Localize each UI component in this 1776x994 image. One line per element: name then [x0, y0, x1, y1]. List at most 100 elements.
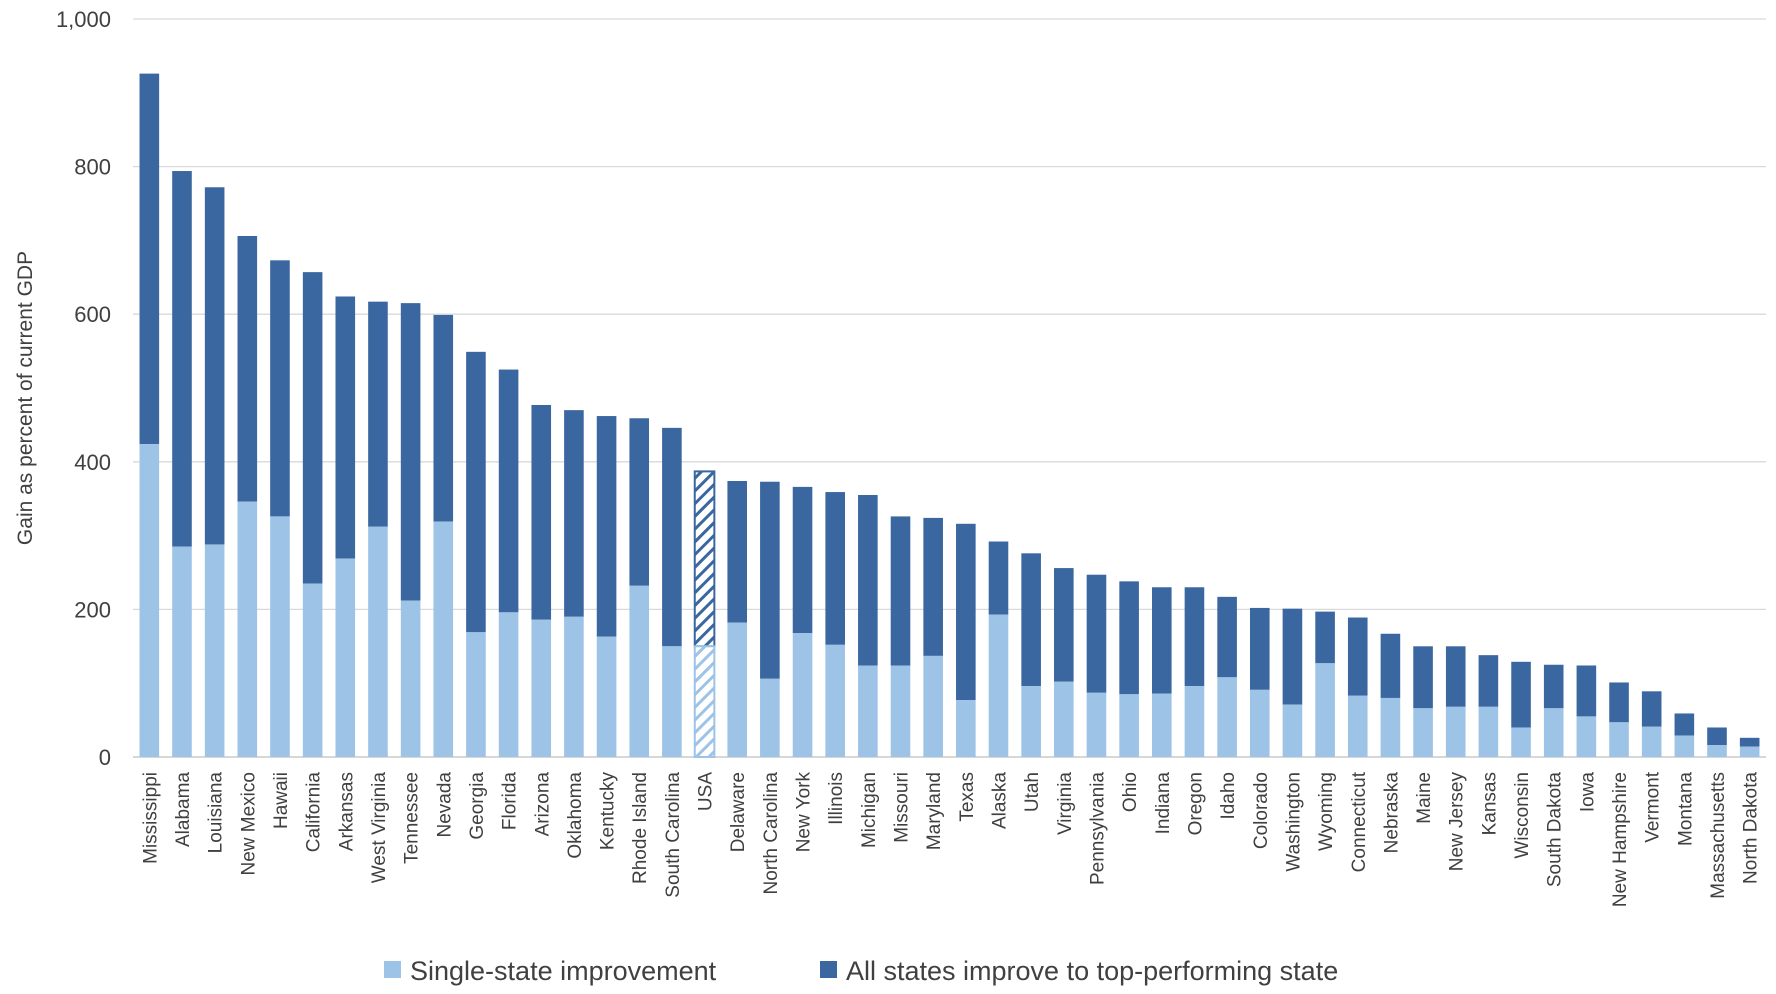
bar-single-state-hawaii	[270, 516, 290, 757]
bar-all-states-arkansas	[335, 296, 356, 559]
bar-single-state-colorado	[1249, 689, 1270, 757]
x-tick-label-georgia: Georgia	[467, 772, 488, 840]
bar-single-state-nebraska	[1380, 697, 1401, 757]
bar-single-state-connecticut	[1347, 695, 1368, 757]
x-tick-label-oklahoma: Oklahoma	[565, 772, 586, 859]
bar-all-states-north-carolina	[760, 481, 780, 679]
x-tick-label-iowa: Iowa	[1577, 772, 1598, 813]
bar-single-state-ohio	[1119, 694, 1139, 757]
bar-all-states-arizona	[531, 404, 552, 620]
bar-all-states-louisiana	[204, 187, 225, 545]
bar-single-state-arkansas	[335, 558, 356, 757]
bar-all-states-ohio	[1119, 581, 1139, 695]
x-tick-label-alaska: Alaska	[989, 772, 1010, 829]
bar-all-states-massachusetts	[1707, 727, 1727, 746]
bar-all-states-california	[302, 272, 323, 584]
bar-all-states-alaska	[988, 541, 1009, 615]
x-tick-label-wisconsin: Wisconsin	[1512, 772, 1533, 859]
x-tick-label-california: California	[304, 772, 325, 853]
y-tick-label: 0	[99, 745, 111, 770]
bar-all-states-alabama	[172, 171, 192, 547]
bar-single-state-idaho	[1217, 677, 1237, 757]
x-tick-label-indiana: Indiana	[1153, 772, 1174, 835]
bar-single-state-usa	[693, 645, 716, 758]
bar-all-states-wisconsin	[1511, 661, 1531, 728]
x-tick-label-hawaii: Hawaii	[271, 772, 292, 829]
x-tick-label-washington: Washington	[1283, 772, 1304, 872]
bar-single-state-north-dakota	[1739, 746, 1760, 757]
bar-single-state-arizona	[531, 619, 552, 757]
bars	[139, 73, 1760, 758]
bar-all-states-wyoming	[1315, 611, 1335, 664]
bar-all-states-montana	[1674, 713, 1695, 736]
bar-single-state-maine	[1413, 708, 1433, 757]
bar-all-states-hawaii	[270, 260, 290, 517]
bar-all-states-missouri	[890, 516, 911, 666]
bar-all-states-florida	[498, 369, 519, 613]
bar-single-state-alaska	[988, 614, 1009, 757]
bar-single-state-utah	[1021, 686, 1041, 757]
bar-all-states-delaware	[727, 480, 748, 623]
x-tick-label-kentucky: Kentucky	[598, 772, 619, 851]
bar-single-state-california	[302, 583, 323, 757]
bar-all-states-utah	[1021, 553, 1041, 687]
bar-all-states-michigan	[858, 495, 878, 666]
bar-single-state-mississippi	[139, 444, 160, 757]
bar-single-state-kansas	[1478, 706, 1499, 757]
bar-all-states-oklahoma	[564, 410, 584, 617]
x-tick-label-idaho: Idaho	[1218, 772, 1239, 820]
bar-all-states-south-carolina	[662, 427, 682, 647]
x-tick-label-maine: Maine	[1414, 772, 1435, 824]
bar-single-state-south-carolina	[662, 646, 682, 757]
bar-all-states-virginia	[1054, 568, 1074, 682]
bar-all-states-washington	[1282, 608, 1303, 705]
x-tick-label-north-carolina: North Carolina	[761, 772, 782, 895]
legend-label-single-state: Single-state improvement	[410, 956, 717, 986]
x-tick-label-arizona: Arizona	[532, 772, 553, 837]
bar-all-states-texas	[956, 523, 976, 701]
bar-all-states-connecticut	[1347, 617, 1368, 696]
bar-single-state-wyoming	[1315, 663, 1335, 757]
bar-single-state-new-york	[792, 633, 813, 757]
x-tick-label-arkansas: Arkansas	[336, 772, 357, 851]
x-tick-label-new-hampshire: New Hampshire	[1610, 772, 1631, 907]
bar-single-state-north-carolina	[760, 678, 780, 757]
bar-all-states-colorado	[1249, 607, 1270, 690]
bar-all-states-idaho	[1217, 596, 1237, 678]
x-tick-label-utah: Utah	[1022, 772, 1043, 812]
y-tick-label: 400	[74, 450, 111, 475]
bar-single-state-oregon	[1184, 686, 1205, 757]
bar-single-state-tennessee	[400, 600, 421, 757]
bar-single-state-oklahoma	[564, 616, 584, 757]
bar-single-state-texas	[956, 700, 976, 757]
bar-single-state-florida	[498, 612, 519, 757]
bar-all-states-kentucky	[596, 416, 617, 637]
bar-single-state-west-virginia	[368, 526, 388, 757]
bar-all-states-new-hampshire	[1609, 682, 1629, 723]
x-tick-label-louisiana: Louisiana	[206, 772, 227, 854]
bar-single-state-rhode-island	[629, 585, 650, 757]
x-tick-label-new-jersey: New Jersey	[1447, 772, 1468, 872]
bar-all-states-north-dakota	[1739, 737, 1760, 747]
y-tick-label: 200	[74, 597, 111, 622]
x-tick-label-texas: Texas	[957, 772, 978, 822]
bar-single-state-illinois	[825, 644, 845, 757]
x-tick-label-new-york: New York	[794, 772, 815, 853]
x-tick-label-missouri: Missouri	[892, 772, 913, 843]
bar-all-states-vermont	[1641, 691, 1662, 727]
bar-all-states-kansas	[1478, 655, 1499, 707]
bar-single-state-kentucky	[596, 636, 617, 757]
bar-single-state-montana	[1674, 735, 1695, 757]
x-tick-label-montana: Montana	[1675, 772, 1696, 846]
x-tick-label-new-mexico: New Mexico	[238, 772, 259, 875]
legend-swatch-single-state	[384, 961, 401, 978]
bar-all-states-usa	[693, 470, 716, 648]
bar-all-states-illinois	[825, 492, 845, 645]
x-tick-label-colorado: Colorado	[1251, 772, 1272, 849]
x-tick-label-usa: USA	[696, 772, 717, 811]
x-tick-label-wyoming: Wyoming	[1316, 772, 1337, 851]
x-tick-label-massachusetts: Massachusetts	[1708, 772, 1729, 899]
x-tick-label-florida: Florida	[500, 772, 521, 831]
